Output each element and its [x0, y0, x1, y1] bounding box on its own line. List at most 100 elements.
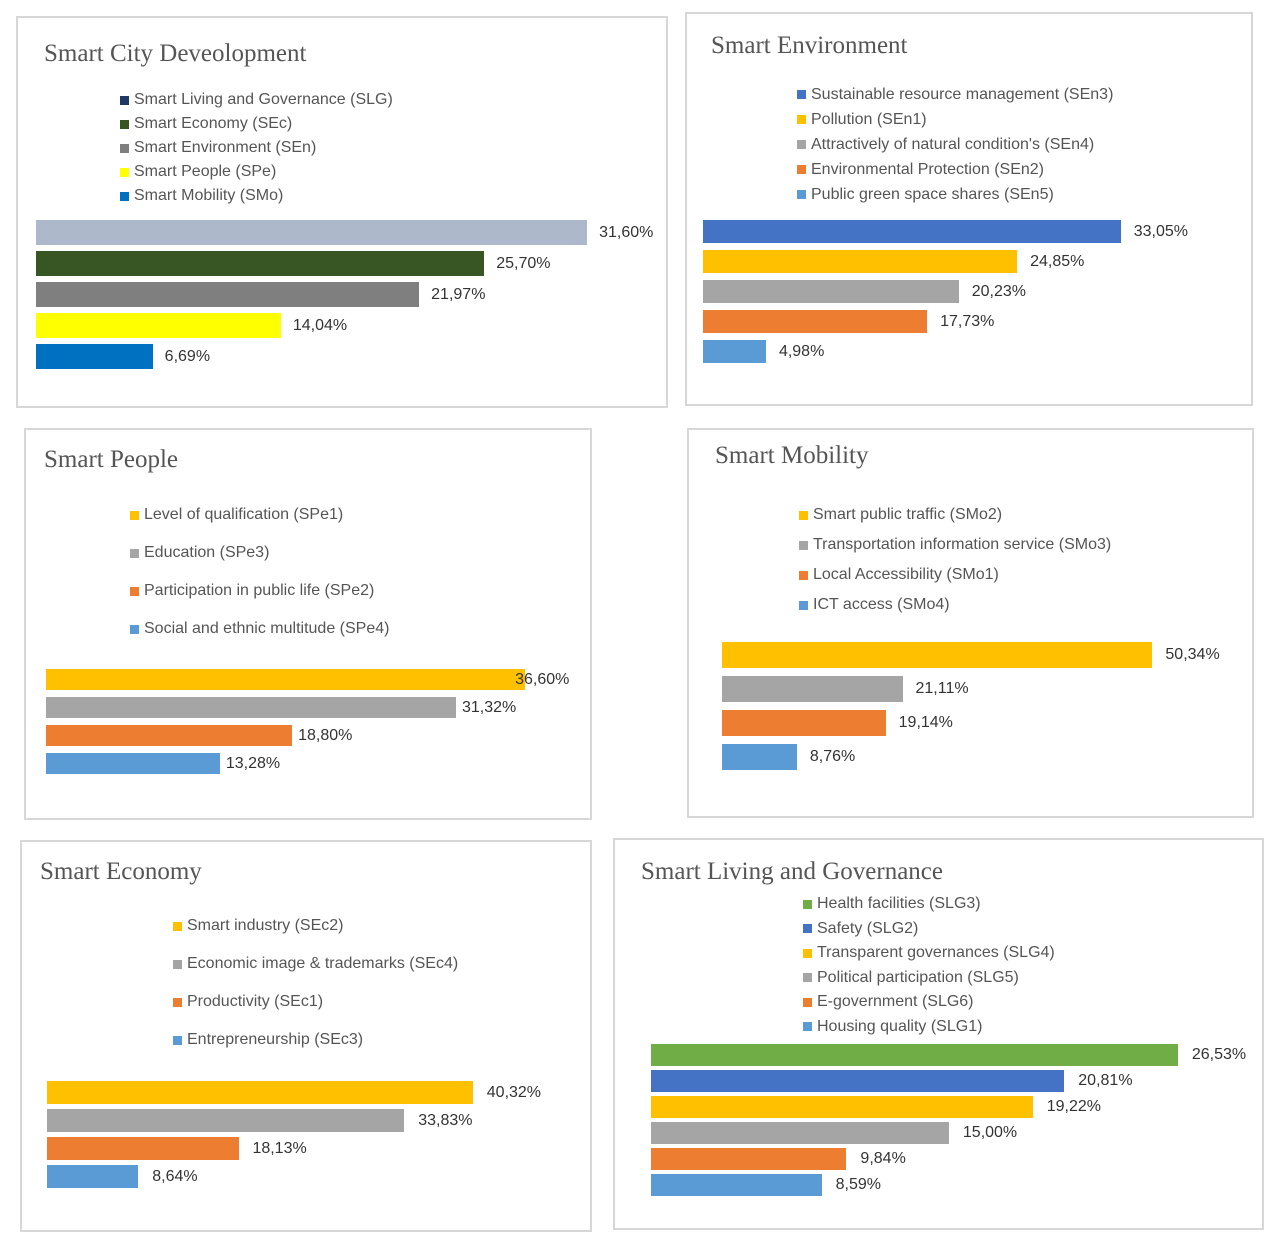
chart-title: Smart Mobility	[715, 442, 869, 469]
legend-item: Smart industry (SEc2)	[173, 907, 458, 945]
legend-item: Social and ethnic multitude (SPe4)	[130, 610, 389, 648]
legend-swatch	[799, 540, 808, 550]
data-label: 6,69%	[164, 347, 211, 365]
legend-item: Participation in public life (SPe2)	[130, 572, 389, 610]
legend-label: Economic image & trademarks (SEc4)	[187, 955, 459, 972]
legend-item: Sustainable resource management (SEn3)	[797, 82, 1113, 107]
bar	[46, 697, 456, 718]
legend-item: Transparent governances (SLG4)	[803, 941, 1055, 966]
legend-label: Smart People (SPe)	[134, 163, 277, 180]
legend-swatch	[797, 90, 806, 99]
data-label: 21,97%	[431, 285, 486, 303]
data-label: 15,00%	[962, 1124, 1018, 1141]
legend-swatch	[130, 548, 139, 558]
bar	[36, 313, 281, 338]
legend-item: Productivity (SEc1)	[173, 983, 458, 1021]
data-label: 33,05%	[1133, 222, 1189, 240]
legend-item: Economic image & trademarks (SEc4)	[173, 945, 458, 983]
bar	[47, 1081, 473, 1104]
legend-item: Public green space shares (SEn5)	[797, 182, 1113, 207]
legend-swatch	[799, 600, 808, 610]
legend-label: Social and ethnic multitude (SPe4)	[144, 620, 390, 637]
legend-swatch	[797, 115, 806, 124]
legend-label: Education (SPe3)	[144, 544, 270, 561]
data-label: 36,60%	[515, 670, 570, 688]
data-label: 18,13%	[252, 1139, 307, 1157]
data-label: 21,11%	[915, 680, 969, 697]
legend-item: E-government (SLG6)	[803, 990, 1055, 1015]
chart-title: Smart Economy	[40, 858, 202, 885]
legend-swatch	[120, 119, 129, 129]
legend-swatch	[797, 190, 806, 199]
chart-title: Smart Environment	[711, 32, 908, 59]
data-label: 8,64%	[152, 1167, 198, 1185]
data-label: 31,32%	[461, 698, 517, 716]
legend-item: Environmental Protection (SEn2)	[797, 157, 1113, 182]
chart-legend: Sustainable resource management (SEn3) Po…	[797, 82, 1113, 207]
legend-swatch	[130, 624, 139, 634]
data-label: 20,23%	[971, 282, 1026, 300]
chart-title: Smart Living and Governance	[641, 858, 943, 885]
legend-item: Smart Living and Governance (SLG)	[120, 88, 393, 112]
bar	[703, 340, 766, 363]
bar	[36, 251, 485, 276]
legend-item: Smart People (SPe)	[120, 160, 393, 184]
data-label: 31,60%	[599, 223, 654, 241]
legend-label: Smart Environment (SEn)	[134, 139, 317, 156]
legend-label: Sustainable resource management (SEn3)	[811, 86, 1114, 103]
bar	[36, 344, 153, 369]
legend-swatch	[799, 570, 808, 580]
data-label: 19,22%	[1046, 1098, 1101, 1115]
chart-panel-smart-living-governance: Smart Living and Governance Health facil…	[613, 838, 1264, 1230]
bar	[36, 282, 420, 307]
legend-label: Smart public traffic (SMo2)	[813, 506, 1003, 523]
legend-label: Level of qualification (SPe1)	[144, 506, 344, 523]
legend-item: Attractively of natural condition's (SEn…	[797, 132, 1113, 157]
legend-label: Entrepreneurship (SEc3)	[187, 1031, 364, 1048]
legend-label: Housing quality (SLG1)	[817, 1017, 983, 1035]
bar	[651, 1044, 1178, 1066]
bar	[703, 310, 928, 333]
legend-swatch	[173, 921, 182, 931]
chart-title: Smart City Deveolopment	[44, 40, 307, 67]
data-label: 4,98%	[778, 342, 825, 360]
chart-panel-smart-mobility: Smart Mobility Smart public traffic (SMo…	[687, 428, 1254, 818]
legend-label: E-government (SLG6)	[817, 993, 974, 1010]
legend-swatch	[797, 165, 806, 174]
data-label: 17,73%	[940, 312, 995, 330]
chart-title: Smart People	[44, 446, 179, 473]
legend-swatch	[130, 510, 139, 520]
bar	[703, 280, 959, 303]
legend-item: Smart Environment (SEn)	[120, 136, 393, 160]
chart-legend: Health facilities (SLG3) Safety (SLG2) Tra…	[803, 892, 1055, 1039]
legend-swatch	[130, 586, 139, 596]
data-label: 20,81%	[1078, 1072, 1133, 1089]
legend-item: Education (SPe3)	[130, 534, 389, 572]
chart-panel-smart-people: Smart People Level of qualification (SPe…	[24, 428, 592, 820]
data-label: 40,32%	[486, 1083, 542, 1101]
legend-item: Pollution (SEn1)	[797, 107, 1113, 132]
legend-label: Smart industry (SEc2)	[187, 917, 344, 934]
legend-item: Entrepreneurship (SEc3)	[173, 1021, 458, 1059]
legend-swatch	[803, 1022, 812, 1032]
legend-item: Local Accessibility (SMo1)	[799, 560, 1111, 590]
bar	[46, 669, 526, 690]
legend-item: Transportation information service (SMo3…	[799, 530, 1111, 560]
bar	[46, 725, 293, 746]
legend-label: Political participation (SLG5)	[817, 968, 1019, 986]
legend-item: Health facilities (SLG3)	[803, 892, 1055, 917]
legend-swatch	[797, 140, 806, 149]
bar	[722, 676, 903, 702]
legend-label: Safety (SLG2)	[817, 919, 919, 937]
legend-label: Public green space shares (SEn5)	[811, 186, 1054, 203]
bar	[722, 744, 797, 770]
legend-label: ICT access (SMo4)	[813, 596, 950, 613]
legend-label: Health facilities (SLG3)	[817, 895, 981, 912]
data-label: 33,83%	[418, 1111, 473, 1129]
legend-item: Smart Economy (SEc)	[120, 112, 393, 136]
data-label: 50,34%	[1165, 646, 1220, 663]
chart-legend: Level of qualification (SPe1) Education (…	[130, 496, 389, 648]
bar	[47, 1137, 239, 1160]
data-label: 25,70%	[496, 254, 551, 272]
bar	[722, 642, 1153, 668]
